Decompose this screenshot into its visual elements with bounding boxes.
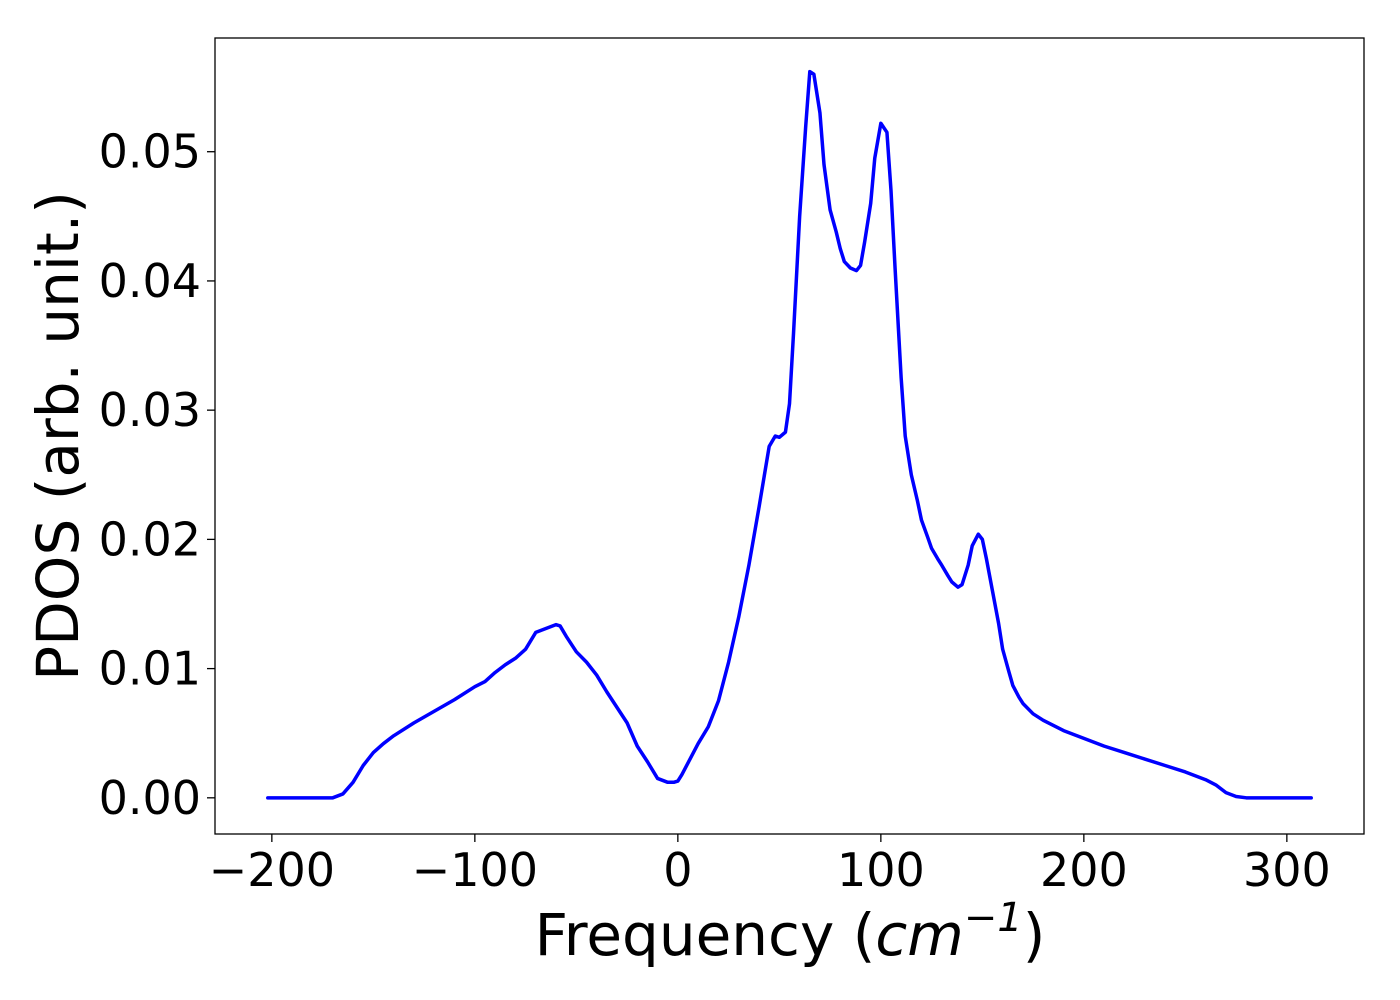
plot-area — [266, 69, 1313, 800]
x-axis-title-suffix: ) — [1023, 901, 1046, 969]
x-axis: −200 −100 0 100 200 300 — [209, 834, 1331, 897]
y-axis-title: PDOS (arb. unit.) — [24, 191, 92, 681]
x-tick-label: −100 — [412, 843, 538, 897]
y-tick-label: 0.04 — [99, 254, 201, 308]
y-tick-label: 0.05 — [99, 125, 201, 179]
x-axis-title-exponent: −1 — [964, 895, 1023, 941]
pdos-line — [266, 69, 1313, 800]
x-tick-label: 300 — [1243, 843, 1331, 897]
x-axis-title-unit: cm — [875, 901, 963, 969]
plot-frame — [214, 37, 1365, 835]
y-tick-label: 0.03 — [99, 383, 201, 437]
y-axis: 0.00 0.01 0.02 0.03 0.04 0.05 — [99, 125, 215, 825]
x-tick-label: 0 — [663, 843, 692, 897]
y-tick-label: 0.00 — [99, 771, 201, 825]
x-tick-label: 100 — [837, 843, 925, 897]
x-axis-title-prefix: Frequency ( — [535, 901, 876, 969]
y-tick-label: 0.01 — [99, 642, 201, 696]
x-tick-label: −200 — [209, 843, 335, 897]
y-tick-label: 0.02 — [99, 512, 201, 566]
x-axis-title: Frequency (cm−1) — [535, 895, 1046, 969]
x-tick-label: 200 — [1040, 843, 1128, 897]
